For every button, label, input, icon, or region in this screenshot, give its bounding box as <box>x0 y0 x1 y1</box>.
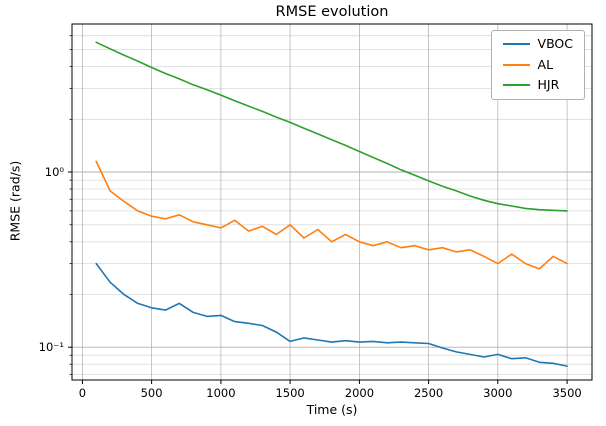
legend-line-sample-vboc <box>502 43 530 46</box>
x-tick-label: 1500 <box>275 386 304 400</box>
legend-item-hjr: HJR <box>502 77 573 92</box>
series-line-vboc <box>95 262 568 367</box>
y-tick-label: 10⁻¹ <box>39 340 64 354</box>
x-tick-label: 1000 <box>206 386 235 400</box>
legend-item-vboc: VBOC <box>502 36 573 51</box>
series-line-hjr <box>95 41 568 212</box>
x-axis-label: Time (s) <box>306 402 358 417</box>
y-axis-label: RMSE (rad/s) <box>7 160 23 242</box>
legend-label-vboc: VBOC <box>537 36 573 51</box>
legend-item-al: AL <box>502 56 573 72</box>
x-tick-label: 500 <box>141 386 163 400</box>
legend-label-hjr: HJR <box>537 77 560 92</box>
y-tick-label: 10⁰ <box>45 165 65 179</box>
chart-title: RMSE evolution <box>275 4 389 20</box>
legend-line-sample-hjr <box>502 84 530 87</box>
series-line-al <box>95 160 568 270</box>
x-tick-label: 2000 <box>345 386 374 400</box>
x-tick-label: 0 <box>79 386 86 400</box>
x-tick-label: 2500 <box>414 386 443 400</box>
axes-frame <box>71 23 593 381</box>
legend-label-al: AL <box>537 56 554 72</box>
legend: VBOC AL HJR <box>490 30 585 100</box>
legend-line-sample-al <box>502 63 530 66</box>
x-tick-label: 3500 <box>552 386 581 400</box>
x-tick-label: 3000 <box>483 386 512 400</box>
